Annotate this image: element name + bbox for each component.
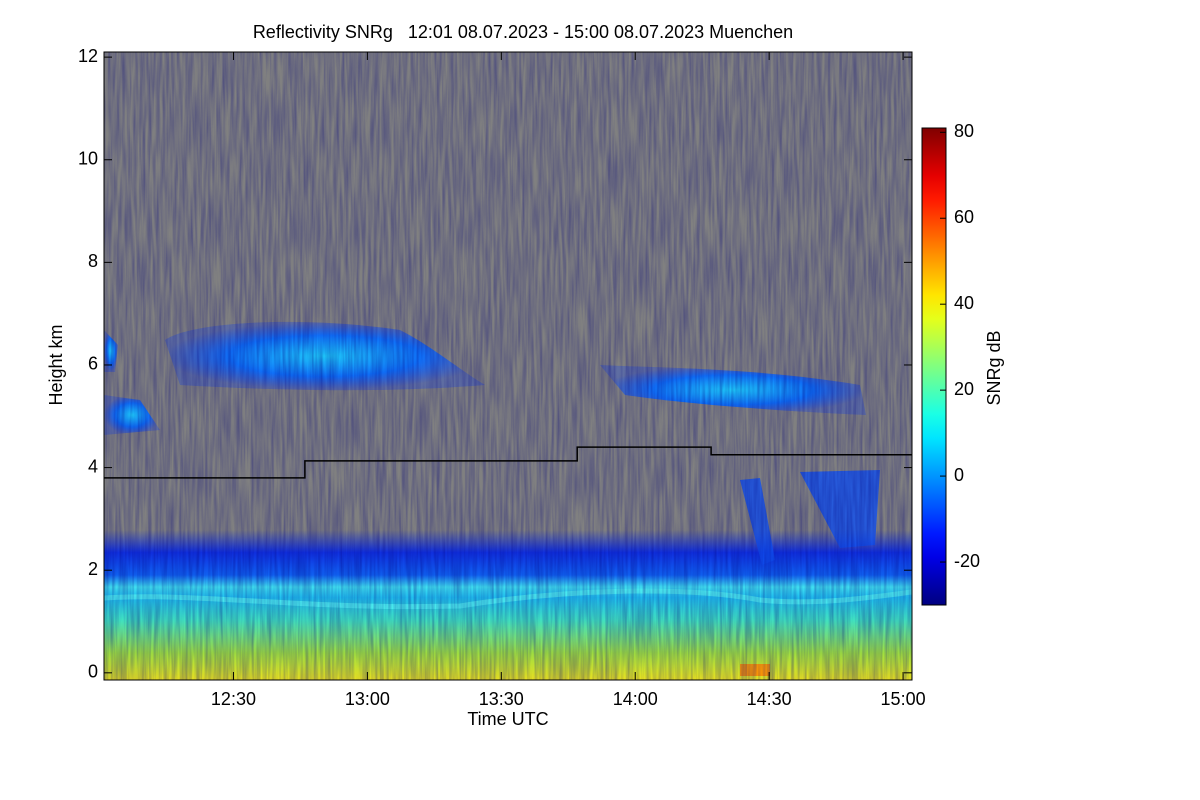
y-axis-label: Height km — [46, 324, 66, 405]
radar-image — [104, 52, 912, 680]
x-tick-label: 14:30 — [747, 689, 792, 709]
x-tick-label: 13:00 — [345, 689, 390, 709]
x-tick-label: 15:00 — [881, 689, 926, 709]
colorbar-tick-label: 60 — [954, 207, 974, 227]
y-tick-label: 8 — [88, 251, 98, 271]
x-axis-label: Time UTC — [467, 709, 548, 729]
x-tick-label: 12:30 — [211, 689, 256, 709]
chart-title: Reflectivity SNRg 12:01 08.07.2023 - 15:… — [253, 22, 793, 42]
y-tick-label: 12 — [78, 46, 98, 66]
x-tick-label: 13:30 — [479, 689, 524, 709]
colorbar-tick-label: 20 — [954, 379, 974, 399]
colorbar-tick-label: 40 — [954, 293, 974, 313]
y-tick-label: 10 — [78, 148, 98, 168]
texture — [104, 52, 912, 680]
colorbar-label: SNRg dB — [984, 330, 1004, 405]
y-tick-label: 6 — [88, 354, 98, 374]
y-tick-label: 4 — [88, 456, 98, 476]
plot-frame — [103, 51, 913, 681]
colorbar — [921, 127, 947, 606]
colorbar-tick-label: -20 — [954, 551, 980, 571]
boundary-line — [104, 446, 912, 479]
colorbar-tick-label: 0 — [954, 465, 964, 485]
colorbar-tick-label: 80 — [954, 121, 974, 141]
y-tick-label: 2 — [88, 559, 98, 579]
x-tick-label: 14:00 — [613, 689, 658, 709]
y-tick-label: 0 — [88, 662, 98, 682]
